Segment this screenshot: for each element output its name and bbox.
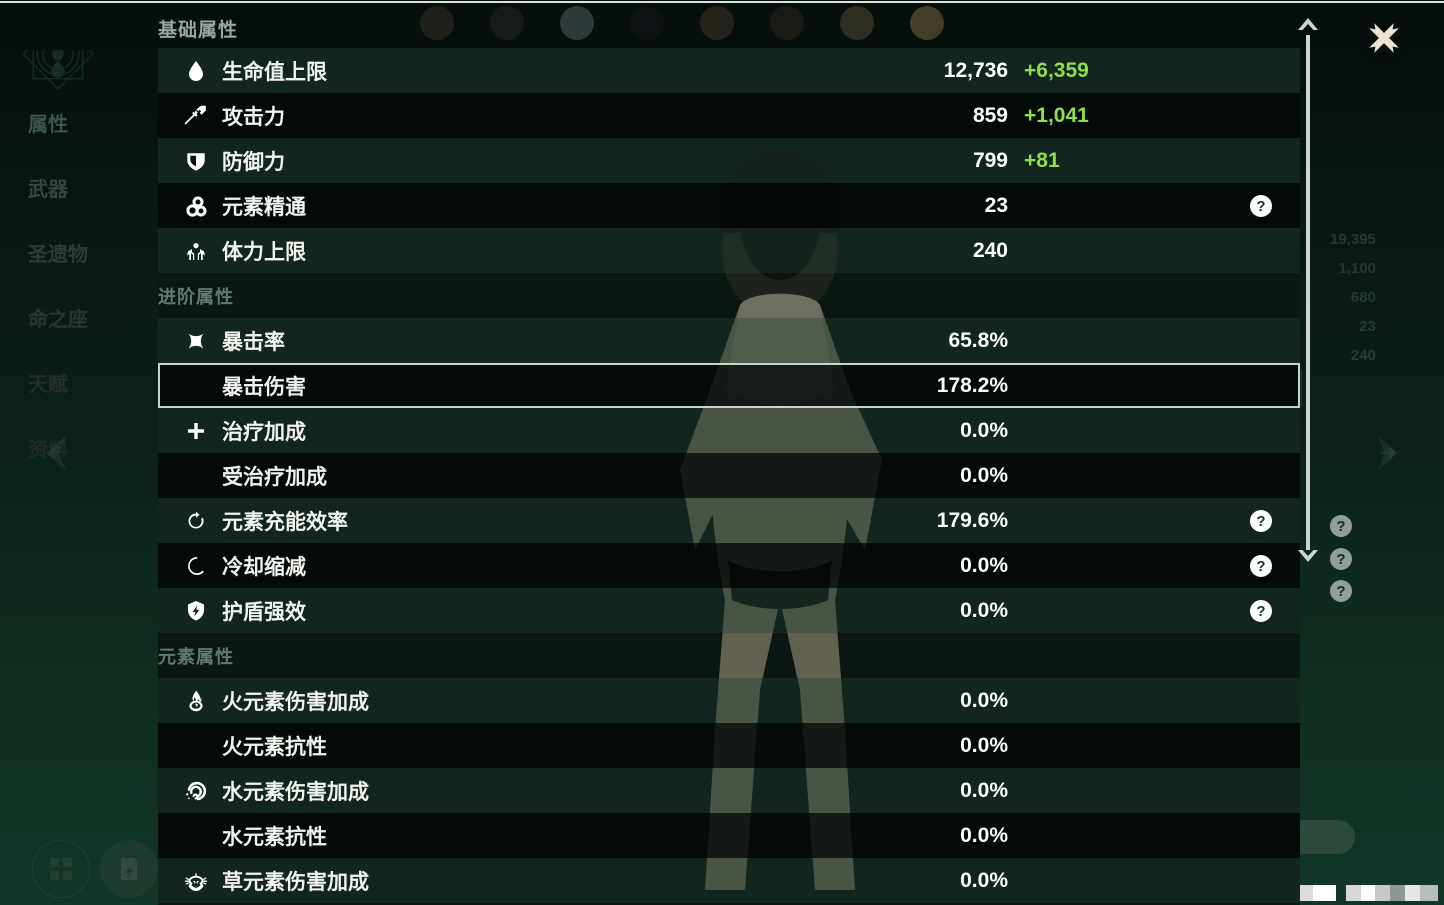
svg-text:?: ? — [1256, 558, 1265, 575]
svg-text:?: ? — [1256, 513, 1265, 530]
svg-text:?: ? — [1256, 603, 1265, 620]
svg-text:?: ? — [1256, 198, 1265, 215]
